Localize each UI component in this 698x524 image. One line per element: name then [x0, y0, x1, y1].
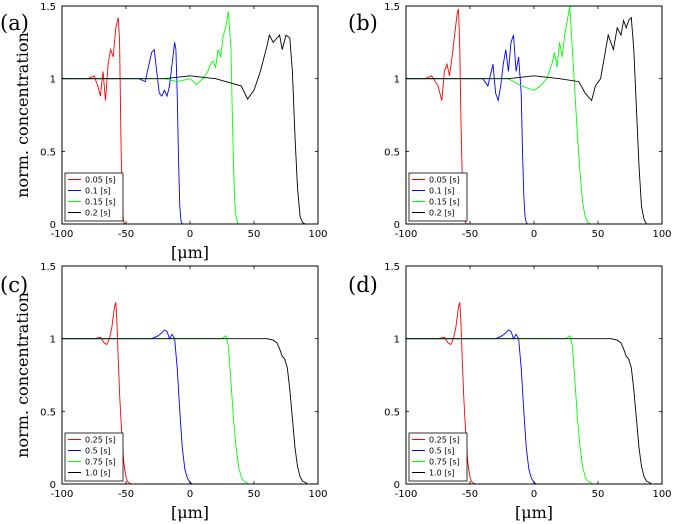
- series-lines: [62, 302, 318, 484]
- y-tick-label: 1: [50, 75, 56, 86]
- x-tick-label: 0: [187, 489, 193, 500]
- series-lines: [406, 302, 662, 484]
- x-tick-label: 50: [248, 489, 261, 500]
- x-tick-label: -100: [51, 489, 74, 500]
- legend-entry: 0.75 [s]: [85, 458, 116, 467]
- legend-entry: 0.1 [s]: [429, 187, 455, 196]
- panel-3: -100 -50 0 50 100 0 0.5 1 1.5 (c)norm. concentrat…: [0, 262, 328, 522]
- panel-label: (b): [348, 11, 378, 35]
- y-tick-label: 0: [394, 220, 400, 231]
- y-tick-label: 1.5: [40, 262, 56, 273]
- legend-entry: 0.2 [s]: [85, 209, 111, 218]
- y-tick-label: 1.5: [384, 262, 400, 273]
- series-line-4: [406, 16, 662, 224]
- y-tick-label: 0: [50, 480, 56, 491]
- y-tick-label: 1.5: [384, 2, 400, 13]
- x-tick-label: 50: [592, 489, 605, 500]
- legend-entry: 0.15 [s]: [85, 198, 116, 207]
- series-lines: [406, 6, 662, 224]
- series-line-4: [62, 338, 318, 484]
- panel-label: (d): [348, 273, 378, 297]
- x-tick-label: -100: [395, 229, 418, 240]
- x-axis-label: [μm]: [515, 503, 553, 522]
- legend: 0.05 [s] 0.1 [s] 0.15 [s] 0.2 [s]: [408, 172, 468, 222]
- legend-entry: 0.5 [s]: [85, 447, 111, 456]
- y-tick-label: 0: [50, 220, 56, 231]
- x-tick-label: -50: [462, 489, 478, 500]
- x-tick-label: 100: [652, 229, 671, 240]
- y-tick-label: 1: [394, 335, 400, 346]
- series-line-4: [406, 338, 662, 484]
- panel-4: -100 -50 0 50 100 0 0.5 1 1.5 (d) [μm] 0.25 [s] 0.5 …: [348, 262, 672, 522]
- x-tick-label: -100: [395, 489, 418, 500]
- series-line-3: [406, 6, 662, 224]
- x-tick-label: 50: [248, 229, 261, 240]
- series-line-2: [62, 329, 318, 484]
- y-tick-label: 0.5: [384, 407, 400, 418]
- legend-entry: 1.0 [s]: [429, 469, 455, 478]
- legend-entry: 0.15 [s]: [429, 198, 460, 207]
- x-tick-label: -50: [118, 489, 134, 500]
- x-axis-label: [μm]: [171, 503, 209, 522]
- legend-entry: 0.1 [s]: [85, 187, 111, 196]
- legend: 0.25 [s] 0.5 [s] 0.75 [s] 1.0 [s]: [64, 432, 124, 482]
- series-line-2: [406, 329, 662, 484]
- x-tick-label: 0: [187, 229, 193, 240]
- x-axis-label: [μm]: [171, 243, 209, 262]
- x-tick-label: 50: [592, 229, 605, 240]
- series-line-2: [406, 34, 662, 224]
- panel-1: -100 -50 0 50 100 0 0.5 1 1.5 (a)norm. concentrat…: [0, 2, 328, 262]
- x-tick-label: 100: [652, 489, 671, 500]
- x-tick-label: 0: [531, 489, 537, 500]
- x-tick-label: 100: [308, 229, 327, 240]
- y-axis-label: norm. concentration: [13, 292, 32, 458]
- series-line-1: [406, 8, 662, 224]
- x-tick-label: -50: [118, 229, 134, 240]
- x-tick-label: -100: [51, 229, 74, 240]
- y-axis-label: norm. concentration: [13, 32, 32, 198]
- series-line-4: [62, 33, 318, 224]
- legend-entry: 0.05 [s]: [429, 176, 460, 185]
- legend-entry: 0.05 [s]: [85, 176, 116, 185]
- series-line-1: [62, 302, 318, 484]
- series-line-1: [406, 302, 662, 484]
- panel-label: (a): [0, 11, 29, 35]
- y-tick-label: 1.5: [40, 2, 56, 13]
- y-tick-label: 1: [50, 335, 56, 346]
- y-tick-label: 0: [394, 480, 400, 491]
- y-tick-label: 0.5: [384, 147, 400, 158]
- legend: 0.25 [s] 0.5 [s] 0.75 [s] 1.0 [s]: [408, 432, 468, 482]
- x-tick-label: 0: [531, 229, 537, 240]
- x-tick-label: -50: [462, 229, 478, 240]
- series-line-2: [62, 42, 318, 224]
- legend-entry: 0.25 [s]: [429, 436, 460, 445]
- series-line-1: [62, 17, 318, 224]
- legend-entry: 1.0 [s]: [85, 469, 111, 478]
- legend: 0.05 [s] 0.1 [s] 0.15 [s] 0.2 [s]: [64, 172, 124, 222]
- x-tick-label: 100: [308, 489, 327, 500]
- y-tick-label: 1: [394, 75, 400, 86]
- y-tick-label: 0.5: [40, 407, 56, 418]
- legend-entry: 0.75 [s]: [429, 458, 460, 467]
- legend-entry: 0.2 [s]: [429, 209, 455, 218]
- legend-entry: 0.25 [s]: [85, 436, 116, 445]
- legend-entry: 0.5 [s]: [429, 447, 455, 456]
- y-tick-label: 0.5: [40, 147, 56, 158]
- panel-label: (c): [0, 273, 28, 297]
